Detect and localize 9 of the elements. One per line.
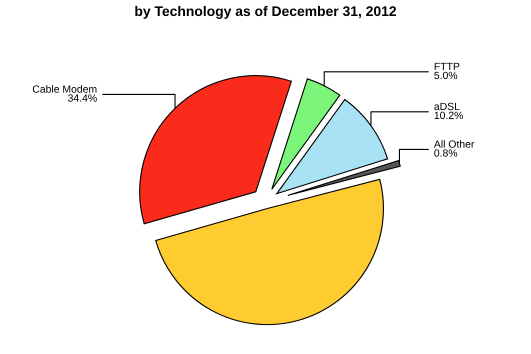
slice-label: All Other <box>434 140 474 148</box>
slice-label: aDSL <box>434 102 460 110</box>
data-label: 0.8% <box>434 149 458 157</box>
data-label: 10.2% <box>434 112 464 120</box>
data-label: 5.0% <box>434 72 458 80</box>
slice-label: FTTP <box>434 62 460 70</box>
chart-title: by Technology as of December 31, 2012 <box>135 6 396 19</box>
slice-label: Cable Modem <box>32 85 96 93</box>
data-label: 34.4% <box>68 94 97 102</box>
